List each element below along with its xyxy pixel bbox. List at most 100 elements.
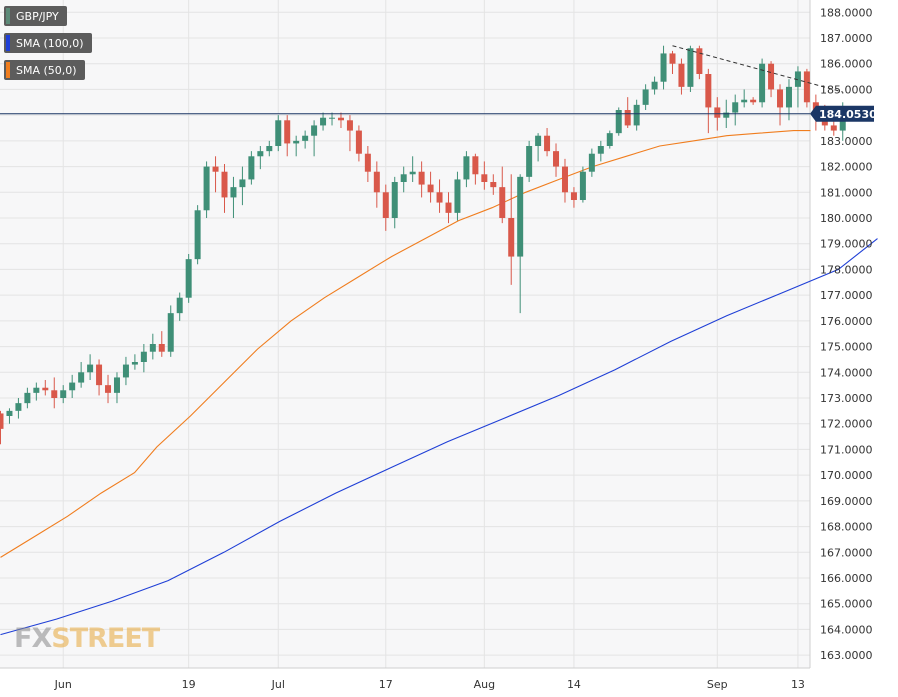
candle <box>561 158 568 203</box>
legend-instrument: GBP/JPY <box>4 6 67 26</box>
x-tick-label: Jul <box>271 678 285 691</box>
candle-body <box>266 146 273 152</box>
candle-body <box>382 192 389 218</box>
candle <box>87 354 94 380</box>
y-tick-label: 182.0000 <box>820 161 873 174</box>
logo-fx: FX <box>14 623 52 654</box>
candle-body <box>329 117 336 119</box>
candle-body <box>293 140 300 144</box>
candle-body <box>418 171 425 185</box>
sma50-line <box>0 130 811 558</box>
candle <box>346 115 353 152</box>
y-tick-label: 177.0000 <box>820 289 873 302</box>
instrument-swatch-icon <box>6 8 10 24</box>
candle <box>570 187 577 208</box>
candle <box>203 161 210 218</box>
candle-body <box>606 133 613 146</box>
candle <box>454 171 461 221</box>
candle-body <box>678 63 685 87</box>
x-tick-label: 14 <box>567 678 581 691</box>
candle <box>24 387 31 409</box>
x-tick-label: 13 <box>791 678 805 691</box>
candle <box>257 146 264 170</box>
candle-body <box>597 146 604 154</box>
candle-body <box>615 110 622 134</box>
candle <box>337 112 344 128</box>
candle-body <box>499 187 506 218</box>
candle <box>409 156 416 182</box>
candle-body <box>391 182 398 218</box>
candle-body <box>221 171 228 198</box>
candle <box>15 398 22 419</box>
candle <box>158 331 165 357</box>
candle <box>266 140 273 157</box>
candle-body <box>33 387 40 393</box>
sma-lines <box>0 130 878 636</box>
y-tick-label: 176.0000 <box>820 315 873 328</box>
legend-sma100-label: SMA (100,0) <box>16 36 84 50</box>
candle <box>750 97 757 105</box>
candle <box>302 130 309 149</box>
y-tick-label: 163.0000 <box>820 649 873 662</box>
fxstreet-logo: FXSTREET <box>14 623 160 654</box>
x-tick-label: 19 <box>182 678 196 691</box>
y-tick-label: 172.0000 <box>820 418 873 431</box>
candle <box>311 120 318 157</box>
candle-body <box>140 351 147 362</box>
y-tick-label: 174.0000 <box>820 366 873 379</box>
candle <box>490 174 497 195</box>
candle-body <box>732 102 739 113</box>
candle <box>642 84 649 110</box>
candle <box>0 410 4 445</box>
candle <box>96 359 103 396</box>
candle-body <box>176 297 183 314</box>
candle <box>131 354 138 370</box>
candle-body <box>131 362 138 365</box>
candle <box>436 179 443 213</box>
y-tick-label: 164.0000 <box>820 623 873 636</box>
candle-body <box>69 382 76 391</box>
candle-body <box>759 63 766 103</box>
candle-body <box>194 210 201 260</box>
candle <box>579 166 586 203</box>
candle-body <box>212 166 219 172</box>
legend-sma50: SMA (50,0) <box>4 60 85 80</box>
candle <box>400 166 407 193</box>
y-tick-label: 166.0000 <box>820 572 873 585</box>
logo-street: STREET <box>51 623 160 654</box>
candle-body <box>149 344 156 352</box>
y-tick-label: 183.0000 <box>820 135 873 148</box>
candle-body <box>337 117 344 121</box>
candle-body <box>78 372 85 383</box>
candle <box>373 161 380 208</box>
candle-body <box>203 166 210 211</box>
candle-body <box>409 171 416 175</box>
candle <box>113 372 120 404</box>
candle <box>176 292 183 321</box>
candle-body <box>185 259 192 298</box>
candle-body <box>167 313 174 352</box>
candle <box>105 374 112 404</box>
candle <box>687 45 694 92</box>
candle <box>33 382 40 401</box>
candle <box>382 184 389 231</box>
candle <box>669 50 676 74</box>
candle <box>696 45 703 80</box>
candle-body <box>105 385 112 393</box>
candle <box>149 333 156 360</box>
candle <box>499 166 506 224</box>
candle-body <box>463 156 470 180</box>
candle <box>51 377 58 409</box>
candle <box>463 151 470 188</box>
candle-body <box>579 171 586 200</box>
candle-body <box>302 135 309 141</box>
candle-body <box>24 392 31 404</box>
y-tick-label: 175.0000 <box>820 341 873 354</box>
candle-body <box>42 387 49 391</box>
candle-body <box>6 410 13 416</box>
candle <box>741 89 748 108</box>
candle <box>633 99 640 131</box>
sma50-swatch-icon <box>6 62 10 78</box>
candle <box>427 171 434 203</box>
y-tick-label: 170.0000 <box>820 469 873 482</box>
